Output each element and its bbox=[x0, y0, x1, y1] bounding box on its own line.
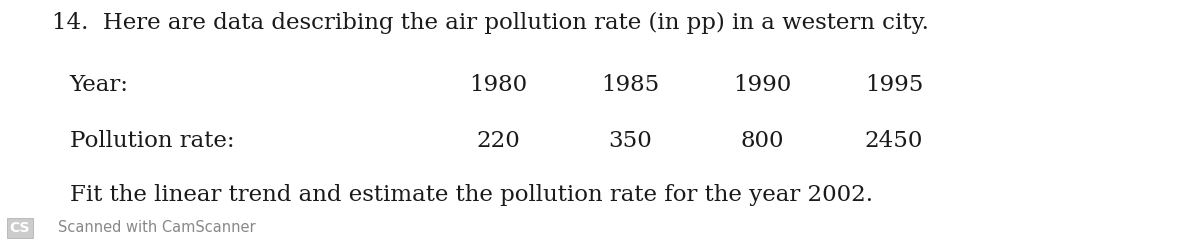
Text: 1990: 1990 bbox=[733, 74, 791, 96]
Text: 1985: 1985 bbox=[601, 74, 659, 96]
Text: CS: CS bbox=[10, 221, 30, 235]
Text: 14.  Here are data describing the air pollution rate (in pp) in a western city.: 14. Here are data describing the air pol… bbox=[52, 12, 929, 34]
Text: 2450: 2450 bbox=[865, 130, 923, 152]
Text: 800: 800 bbox=[740, 130, 784, 152]
Text: 220: 220 bbox=[476, 130, 520, 152]
Text: Year:: Year: bbox=[70, 74, 128, 96]
Text: 1980: 1980 bbox=[469, 74, 527, 96]
Text: 1995: 1995 bbox=[865, 74, 923, 96]
Text: 350: 350 bbox=[608, 130, 652, 152]
Text: Scanned with CamScanner: Scanned with CamScanner bbox=[58, 220, 256, 235]
Text: Pollution rate:: Pollution rate: bbox=[70, 130, 234, 152]
Text: Fit the linear trend and estimate the pollution rate for the year 2002.: Fit the linear trend and estimate the po… bbox=[70, 184, 872, 206]
